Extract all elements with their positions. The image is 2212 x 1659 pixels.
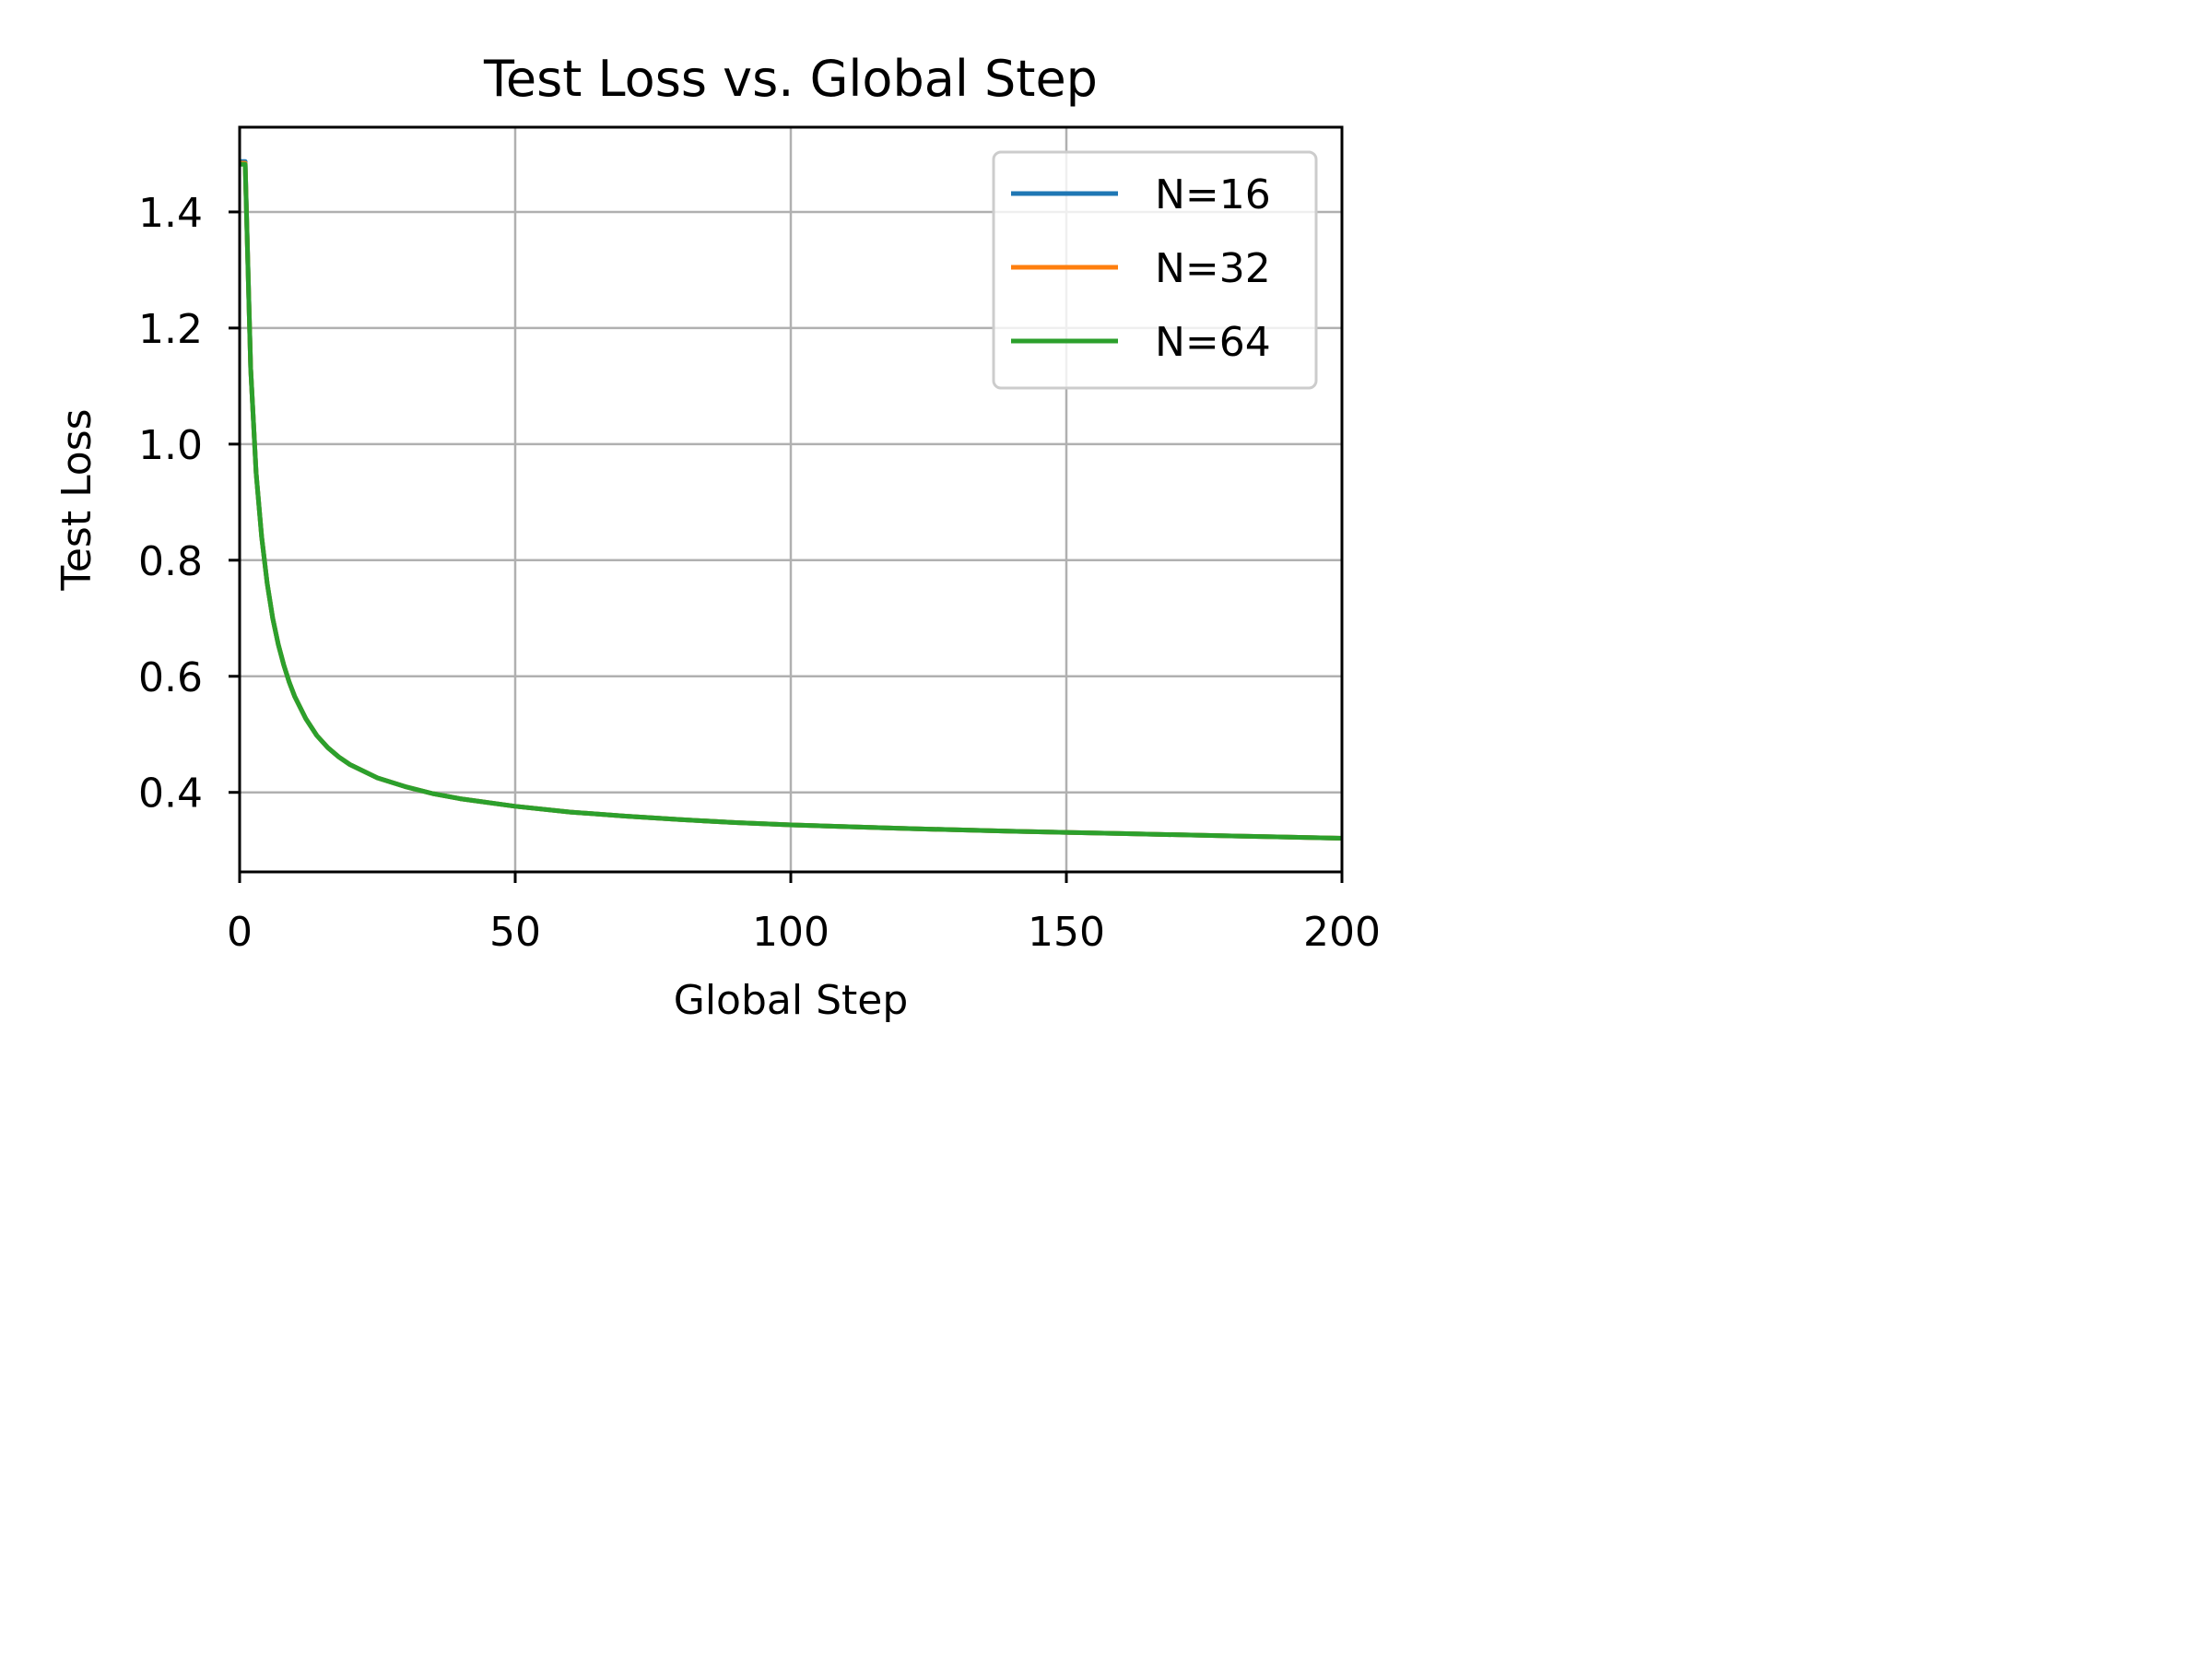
legend-label-3: N=64 [1155,319,1271,366]
legend: N=16 N=32 N=64 [992,150,1318,390]
legend-frame [992,150,1318,390]
axis-ticks: 0 50 100 150 200 0.4 0.6 0.8 1.0 1.2 1.4 [138,190,1381,956]
series-line-3 [240,161,1343,841]
legend-label-1: N=16 [1155,171,1271,218]
x-tick-label: 50 [489,909,541,956]
x-tick-label: 0 [227,909,253,956]
y-axis-label: Test Loss [53,408,100,591]
x-tick-label: 200 [1303,909,1381,956]
x-tick-label: 150 [1028,909,1105,956]
series-lines [240,159,1343,841]
y-tick-label: 1.4 [138,190,203,237]
x-axis-label: Global Step [674,977,909,1024]
legend-label-2: N=32 [1155,245,1271,292]
y-tick-label: 1.2 [138,306,203,353]
y-tick-label: 0.4 [138,771,203,818]
chart: Test Loss vs. Global Step 0 50 100 150 200 0.… [0,0,1432,1075]
chart-title: Test Loss vs. Global Step [483,50,1098,108]
y-tick-label: 1.0 [138,422,203,469]
y-tick-label: 0.6 [138,654,203,701]
x-tick-label: 100 [752,909,830,956]
y-tick-label: 0.8 [138,538,203,585]
